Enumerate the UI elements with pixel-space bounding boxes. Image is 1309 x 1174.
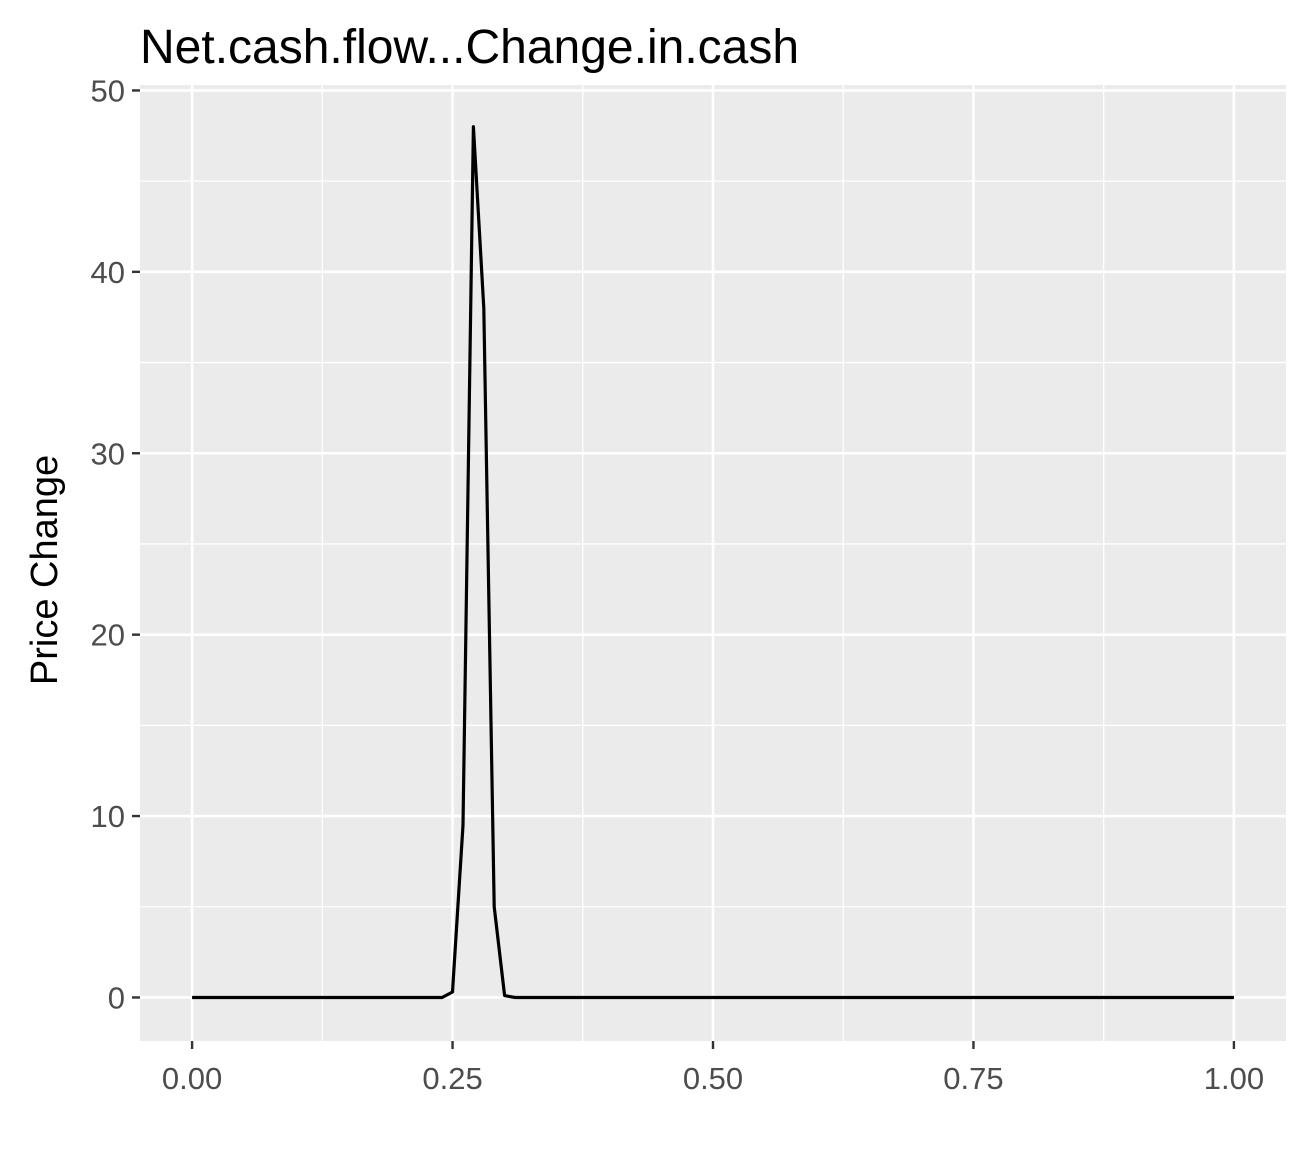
- x-tick-label: 0.50: [683, 1061, 743, 1096]
- x-tick-label: 0.25: [422, 1061, 482, 1096]
- y-tick-label: 0: [108, 980, 125, 1015]
- y-tick-label: 50: [91, 73, 125, 108]
- x-tick-label: 0.75: [943, 1061, 1003, 1096]
- y-axis: 0 10 20 30 40 50: [91, 73, 140, 1015]
- y-tick-label: 10: [91, 799, 125, 834]
- x-tick-label: 0.00: [162, 1061, 222, 1096]
- y-tick-label: 30: [91, 436, 125, 471]
- y-tick-label: 40: [91, 255, 125, 290]
- x-axis: 0.00 0.25 0.50 0.75 1.00: [162, 1041, 1264, 1096]
- chart-title: Net.cash.flow...Change.in.cash: [140, 21, 799, 74]
- x-tick-label: 1.00: [1204, 1061, 1264, 1096]
- series-layer: [192, 125, 1234, 1000]
- y-axis-title: Price Change: [24, 455, 66, 685]
- series-line: [192, 125, 1234, 1000]
- y-tick-label: 20: [91, 618, 125, 653]
